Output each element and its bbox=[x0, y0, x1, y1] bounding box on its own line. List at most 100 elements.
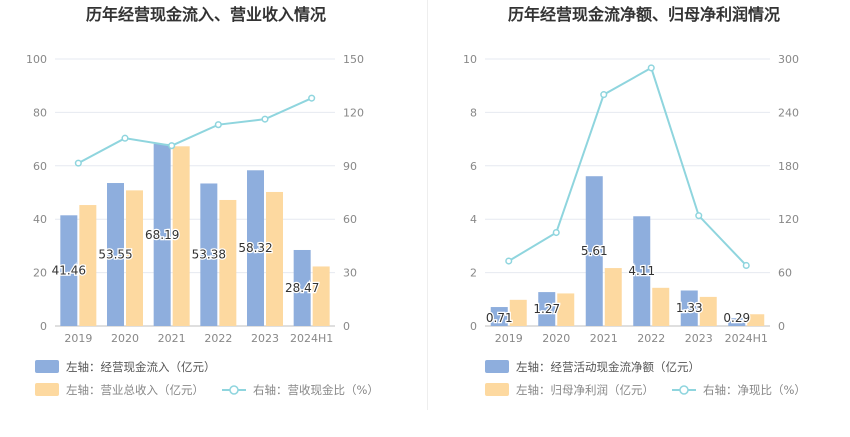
primary-bar-2023[interactable] bbox=[247, 170, 264, 326]
left-axis-tick-label: 0 bbox=[40, 320, 47, 333]
left-axis-tick-label: 2 bbox=[470, 267, 477, 280]
right-axis-tick-label: 0 bbox=[778, 320, 785, 333]
ratio-point-2021[interactable] bbox=[600, 91, 608, 99]
bar-value-label: 0.29 bbox=[723, 311, 750, 325]
primary-bar-2021[interactable] bbox=[153, 143, 171, 326]
x-axis-category-label: 2024H1 bbox=[725, 332, 768, 345]
legend-item[interactable]: 左轴：营业总收入（亿元） bbox=[35, 383, 204, 397]
legend-swatch bbox=[485, 360, 509, 373]
ratio-point-2020[interactable] bbox=[121, 134, 129, 142]
primary-bar-2024H1[interactable] bbox=[293, 249, 311, 326]
ratio-line bbox=[508, 66, 747, 267]
ratio-point-2022[interactable] bbox=[214, 121, 222, 129]
chart-panel-1: 历年经营现金流入、营业收入情况 0 0 20 30 40 60 60 90 80 120 100 150… bbox=[26, 5, 379, 397]
x-axis-category-label: 2021 bbox=[590, 332, 618, 345]
x-axis-category-label: 2022 bbox=[637, 332, 665, 345]
secondary-bar-2020[interactable] bbox=[557, 293, 575, 326]
legend-label: 左轴：营业总收入（亿元） bbox=[66, 383, 204, 397]
ratio-point-2019[interactable] bbox=[74, 159, 82, 167]
legend-marker bbox=[229, 385, 239, 395]
left-axis-tick-label: 40 bbox=[33, 213, 47, 226]
left-axis-tick-label: 8 bbox=[470, 106, 477, 119]
bar-value-label: 68.19 bbox=[145, 228, 179, 242]
ratio-point-2021[interactable] bbox=[168, 142, 176, 150]
secondary-bar-2021[interactable] bbox=[604, 268, 622, 326]
bar-value-label: 58.32 bbox=[238, 241, 272, 255]
ratio-point-2023[interactable] bbox=[695, 212, 703, 220]
bar-value-label: 41.46 bbox=[52, 264, 86, 278]
secondary-bar-2023[interactable] bbox=[699, 296, 717, 326]
bar-value-label: 1.27 bbox=[533, 302, 560, 316]
left-axis-tick-label: 0 bbox=[470, 320, 477, 333]
x-axis-category-label: 2024H1 bbox=[290, 332, 333, 345]
left-axis-tick-label: 4 bbox=[470, 213, 477, 226]
chart-panel-2: 历年经营现金流净额、归母净利润情况 0 0 2 60 4 120 6 180 8 240 10 300 2… bbox=[463, 5, 806, 397]
legend-swatch bbox=[35, 383, 59, 396]
ratio-point-2022[interactable] bbox=[647, 64, 655, 72]
x-axis-category-label: 2020 bbox=[542, 332, 570, 345]
right-axis-tick-label: 240 bbox=[778, 106, 799, 119]
left-axis-tick-label: 80 bbox=[33, 106, 47, 119]
secondary-bar-2021[interactable] bbox=[172, 146, 190, 326]
right-axis-tick-label: 150 bbox=[343, 53, 364, 66]
x-axis-category-label: 2022 bbox=[204, 332, 232, 345]
x-axis-category-label: 2021 bbox=[158, 332, 186, 345]
ratio-point-2024H1[interactable] bbox=[308, 94, 316, 102]
ratio-point-2019[interactable] bbox=[505, 257, 513, 265]
secondary-bar-2024H1[interactable] bbox=[747, 314, 765, 326]
legend-label: 右轴：净现比（%） bbox=[703, 383, 806, 397]
x-axis-category-label: 2020 bbox=[111, 332, 139, 345]
legend-label: 右轴：营收现金比（%） bbox=[253, 383, 379, 397]
left-axis-tick-label: 6 bbox=[470, 160, 477, 173]
ratio-point-2023[interactable] bbox=[261, 115, 269, 123]
secondary-bar-2020[interactable] bbox=[126, 190, 143, 326]
legend-item[interactable]: 左轴：经营现金流入（亿元） bbox=[35, 360, 216, 374]
bar-value-label: 53.55 bbox=[98, 248, 132, 262]
right-axis-tick-label: 0 bbox=[343, 320, 350, 333]
primary-bar-2022[interactable] bbox=[633, 216, 651, 326]
chart-title: 历年经营现金流净额、归母净利润情况 bbox=[508, 5, 780, 24]
ratio-point-2024H1[interactable] bbox=[742, 261, 750, 270]
legend-item[interactable]: 左轴：归母净利润（亿元） bbox=[485, 383, 654, 397]
legend-swatch bbox=[485, 383, 509, 396]
secondary-bar-2022[interactable] bbox=[652, 287, 670, 326]
right-axis-tick-label: 300 bbox=[778, 53, 799, 66]
primary-bar-2022[interactable] bbox=[200, 183, 218, 326]
legend-label: 左轴：经营活动现金流净额（亿元） bbox=[516, 360, 700, 374]
panel-divider bbox=[427, 0, 428, 410]
legend-swatch bbox=[35, 360, 59, 373]
legend-item[interactable]: 右轴：营收现金比（%） bbox=[222, 383, 379, 397]
legend-label: 左轴：经营现金流入（亿元） bbox=[66, 360, 216, 374]
primary-bar-2023[interactable] bbox=[680, 290, 698, 326]
primary-bar-2024H1[interactable] bbox=[728, 318, 746, 326]
legend-item[interactable]: 左轴：经营活动现金流净额（亿元） bbox=[485, 360, 700, 374]
left-axis-tick-label: 10 bbox=[463, 53, 477, 66]
bar-value-label: 0.71 bbox=[486, 311, 513, 325]
x-axis-category-label: 2023 bbox=[251, 332, 279, 345]
secondary-bar-2019[interactable] bbox=[509, 299, 527, 326]
left-axis-tick-label: 100 bbox=[26, 53, 47, 66]
secondary-bar-2022[interactable] bbox=[219, 199, 237, 326]
legend-label: 左轴：归母净利润（亿元） bbox=[516, 383, 654, 397]
secondary-bar-2019[interactable] bbox=[79, 205, 97, 326]
secondary-bar-2023[interactable] bbox=[266, 191, 283, 326]
bar-value-label: 5.61 bbox=[581, 244, 608, 258]
ratio-point-2020[interactable] bbox=[552, 229, 560, 237]
primary-bar-2019[interactable] bbox=[490, 307, 508, 326]
right-axis-tick-label: 120 bbox=[343, 106, 364, 119]
secondary-bar-2024H1[interactable] bbox=[312, 266, 330, 326]
primary-bar-2020[interactable] bbox=[107, 183, 124, 326]
primary-bar-2020[interactable] bbox=[538, 292, 556, 326]
right-axis-tick-label: 120 bbox=[778, 213, 799, 226]
primary-bar-2021[interactable] bbox=[585, 176, 603, 326]
primary-bar-2019[interactable] bbox=[60, 215, 78, 326]
right-axis-tick-label: 90 bbox=[343, 160, 357, 173]
bar-value-label: 1.33 bbox=[676, 301, 703, 315]
left-axis-tick-label: 60 bbox=[33, 160, 47, 173]
bar-value-label: 4.11 bbox=[628, 264, 655, 278]
ratio-line bbox=[77, 97, 313, 165]
legend-item[interactable]: 右轴：净现比（%） bbox=[672, 383, 806, 397]
right-axis-tick-label: 180 bbox=[778, 160, 799, 173]
right-axis-tick-label: 30 bbox=[343, 267, 357, 280]
